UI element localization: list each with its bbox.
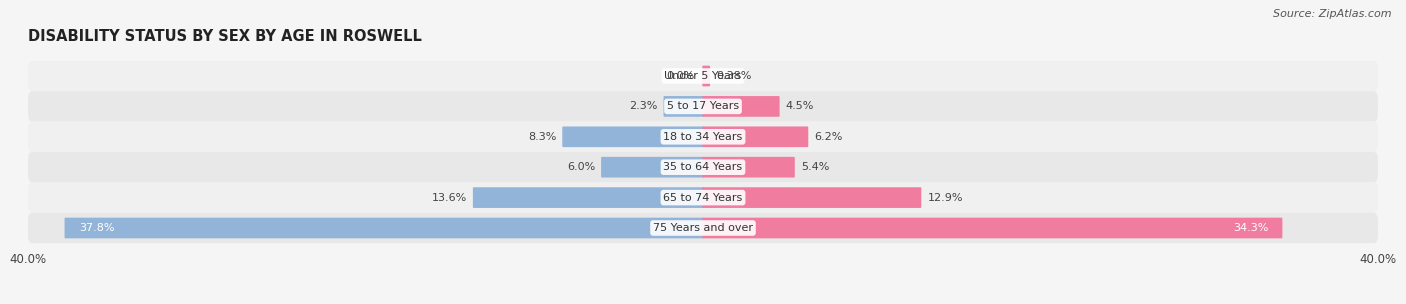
Text: DISABILITY STATUS BY SEX BY AGE IN ROSWELL: DISABILITY STATUS BY SEX BY AGE IN ROSWE… — [28, 29, 422, 44]
FancyBboxPatch shape — [28, 213, 1378, 243]
FancyBboxPatch shape — [703, 126, 808, 147]
FancyBboxPatch shape — [472, 187, 703, 208]
FancyBboxPatch shape — [602, 157, 703, 178]
FancyBboxPatch shape — [65, 218, 703, 238]
Text: 2.3%: 2.3% — [628, 102, 658, 111]
Text: 0.0%: 0.0% — [666, 71, 695, 81]
Text: 5 to 17 Years: 5 to 17 Years — [666, 102, 740, 111]
Text: Source: ZipAtlas.com: Source: ZipAtlas.com — [1274, 9, 1392, 19]
Text: 35 to 64 Years: 35 to 64 Years — [664, 162, 742, 172]
FancyBboxPatch shape — [703, 66, 710, 86]
FancyBboxPatch shape — [28, 122, 1378, 152]
FancyBboxPatch shape — [703, 187, 921, 208]
Text: 34.3%: 34.3% — [1233, 223, 1268, 233]
Text: 6.0%: 6.0% — [567, 162, 595, 172]
FancyBboxPatch shape — [703, 157, 794, 178]
Text: 5.4%: 5.4% — [801, 162, 830, 172]
FancyBboxPatch shape — [28, 61, 1378, 91]
Text: 13.6%: 13.6% — [432, 193, 467, 202]
FancyBboxPatch shape — [703, 218, 1282, 238]
Text: 8.3%: 8.3% — [527, 132, 557, 142]
Text: 37.8%: 37.8% — [79, 223, 114, 233]
FancyBboxPatch shape — [664, 96, 703, 117]
Text: 0.38%: 0.38% — [716, 71, 752, 81]
Text: 75 Years and over: 75 Years and over — [652, 223, 754, 233]
Text: 18 to 34 Years: 18 to 34 Years — [664, 132, 742, 142]
Text: 12.9%: 12.9% — [928, 193, 963, 202]
Text: 4.5%: 4.5% — [786, 102, 814, 111]
FancyBboxPatch shape — [562, 126, 703, 147]
Text: 6.2%: 6.2% — [814, 132, 842, 142]
FancyBboxPatch shape — [703, 96, 779, 117]
Text: Under 5 Years: Under 5 Years — [665, 71, 741, 81]
FancyBboxPatch shape — [28, 91, 1378, 122]
FancyBboxPatch shape — [28, 152, 1378, 182]
Text: 65 to 74 Years: 65 to 74 Years — [664, 193, 742, 202]
FancyBboxPatch shape — [28, 182, 1378, 213]
